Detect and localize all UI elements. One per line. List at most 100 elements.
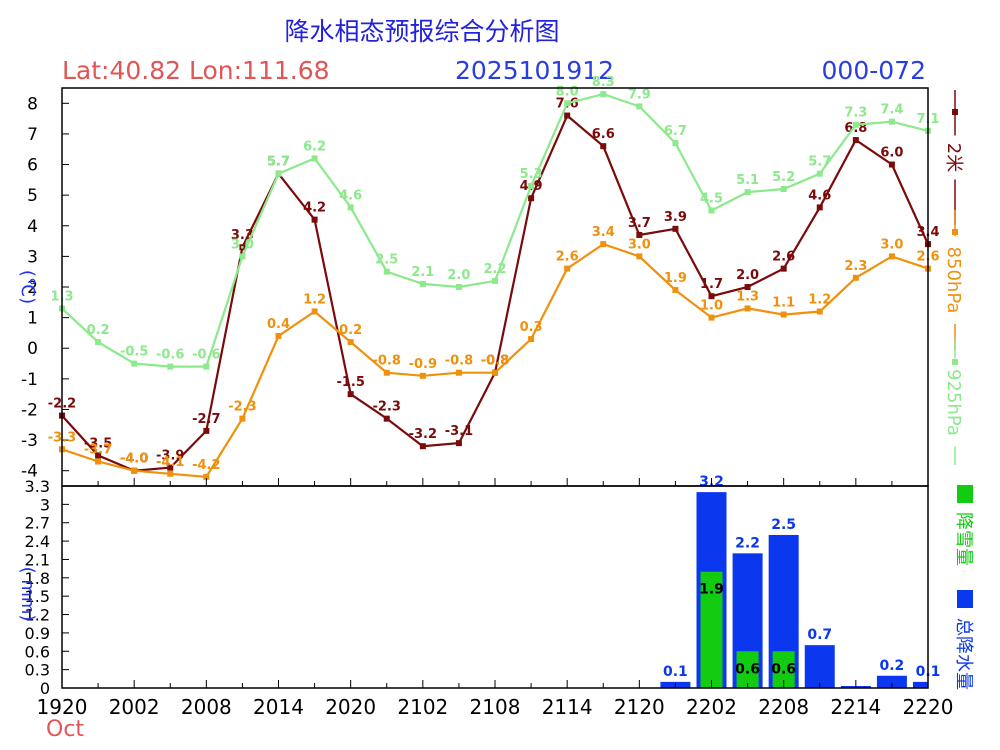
series-point — [311, 216, 318, 223]
series-point — [744, 189, 751, 196]
point-label: 5.2 — [772, 170, 795, 185]
snowfall-label: 1.9 — [699, 582, 724, 598]
temperature-series: -2.2-3.5-4.0 -3.9-2.73.35.74.2-1.5-2.3-3.… — [48, 75, 940, 480]
point-label: 4.6 — [339, 188, 362, 203]
point-label: -3.7 — [84, 443, 112, 458]
legend-label: 降雪量 — [953, 512, 974, 566]
point-label: -3.2 — [409, 427, 437, 442]
series-point — [203, 427, 210, 434]
series-point — [311, 155, 318, 162]
point-label: -3.1 — [445, 424, 473, 439]
point-label: 5.7 — [267, 155, 290, 170]
snowfall-label: 0.6 — [771, 661, 796, 677]
point-label: 8.0 — [556, 84, 579, 99]
series-point — [600, 91, 607, 98]
series-point — [131, 360, 138, 367]
point-label: 6.6 — [592, 127, 615, 142]
point-label: -2.3 — [373, 400, 401, 415]
point-label: 6.0 — [880, 146, 903, 161]
point-label: 2.0 — [736, 268, 759, 283]
point-label: -4.0 — [120, 452, 148, 467]
xtick-label: 2220 — [903, 695, 954, 719]
temp-ytick-label: 1 — [27, 309, 38, 329]
chart-title: 降水相态预报综合分析图 — [284, 17, 559, 46]
point-label: 1.0 — [700, 299, 723, 314]
point-label: 4.5 — [700, 191, 723, 206]
forecast-range-label: 000-072 — [822, 56, 926, 85]
legend-label: 850hPa — [943, 247, 964, 314]
precipitation-y-axis: 00.30.60.91.21.51.82.12.42.733.3 — [25, 477, 69, 698]
point-label: 3.7 — [628, 216, 651, 231]
xtick-label: 2120 — [614, 695, 665, 719]
temp-ytick-label: -2 — [21, 400, 38, 420]
bar-group-2217: 0.2 — [876, 658, 907, 688]
series-point — [852, 274, 859, 281]
series-point — [564, 265, 571, 272]
series-point — [95, 452, 102, 459]
point-label: 5.3 — [520, 167, 543, 182]
series-925hPa: 1.3 0.2 -0.5 -0.6 -0.6 3.0 5.7 6.2 4.6 2.5 2.1 2.0 2… — [50, 75, 940, 370]
point-label: 7.3 — [844, 106, 867, 121]
series-point — [347, 339, 354, 346]
point-label: -3.5 — [84, 436, 112, 451]
precip-ytick-label: 0 — [40, 679, 50, 698]
series-point — [203, 363, 210, 370]
series-point — [672, 225, 679, 232]
point-label: 3.9 — [664, 210, 687, 225]
series-point — [852, 121, 859, 128]
point-label: -3.9 — [156, 449, 184, 464]
precipitation-frame — [61, 485, 929, 689]
total-precip-bar — [913, 681, 928, 688]
point-label: -4.0 — [120, 452, 148, 467]
legend-marker — [952, 359, 958, 365]
series-point — [383, 369, 390, 376]
point-label: 8.3 — [592, 75, 615, 90]
series-point — [419, 372, 426, 379]
series-point — [888, 253, 895, 260]
series-point — [564, 100, 571, 107]
point-label: 1.1 — [772, 296, 795, 311]
temp-ytick-label: -3 — [21, 431, 38, 451]
series-point — [528, 195, 535, 202]
series-point — [564, 112, 571, 119]
series-point — [203, 473, 210, 480]
series-point — [708, 314, 715, 321]
point-label: -0.8 — [481, 354, 509, 369]
precip-unit-label: ( mm) — [17, 567, 38, 622]
series-point — [708, 207, 715, 214]
precipitation-bars: 0.1 3.21.9 2.2 0.6 2.5 0.6 0.7 0.2 0.1 — [660, 474, 940, 688]
series-point — [347, 204, 354, 211]
temp-ytick-label: 2 — [27, 278, 38, 298]
xtick-label: 2108 — [470, 695, 521, 719]
point-label: -0.8 — [373, 354, 401, 369]
temperature-unit-label: (℃) — [17, 270, 38, 304]
precip-ytick-label: 3 — [40, 495, 50, 514]
legend-item-850hPa: 850hPa — [943, 210, 964, 350]
temp-ytick-label: -1 — [21, 370, 38, 390]
point-label: 3.4 — [592, 225, 615, 240]
total-precip-bar — [876, 675, 907, 688]
point-label: 4.6 — [808, 188, 831, 203]
xtick-label: 2002 — [109, 695, 160, 719]
series-point — [455, 284, 462, 290]
series-point — [816, 170, 823, 177]
point-label: 2.6 — [772, 250, 795, 265]
series-point — [744, 305, 751, 312]
precip-ytick-label: 0.6 — [25, 642, 50, 661]
time-x-axis: 1920 2002 2008 2014 2020 2102 2108 2114 2120 2202… — [37, 478, 954, 719]
series-point — [455, 440, 462, 447]
xtick-label: 2102 — [397, 695, 448, 719]
series-point — [347, 391, 354, 398]
series-point — [780, 186, 787, 193]
total-precip-label: 2.5 — [771, 517, 796, 533]
legend-label: 2米 — [943, 143, 964, 172]
series-point — [311, 308, 318, 315]
point-label: 1.7 — [700, 277, 723, 292]
point-label: 5.1 — [736, 173, 759, 188]
precip-ytick-label: 0.9 — [25, 624, 50, 643]
xtick-label: 2114 — [542, 695, 593, 719]
xtick-label: 1920 — [37, 695, 88, 719]
location-label: Lat:40.82 Lon:111.68 — [62, 56, 330, 85]
